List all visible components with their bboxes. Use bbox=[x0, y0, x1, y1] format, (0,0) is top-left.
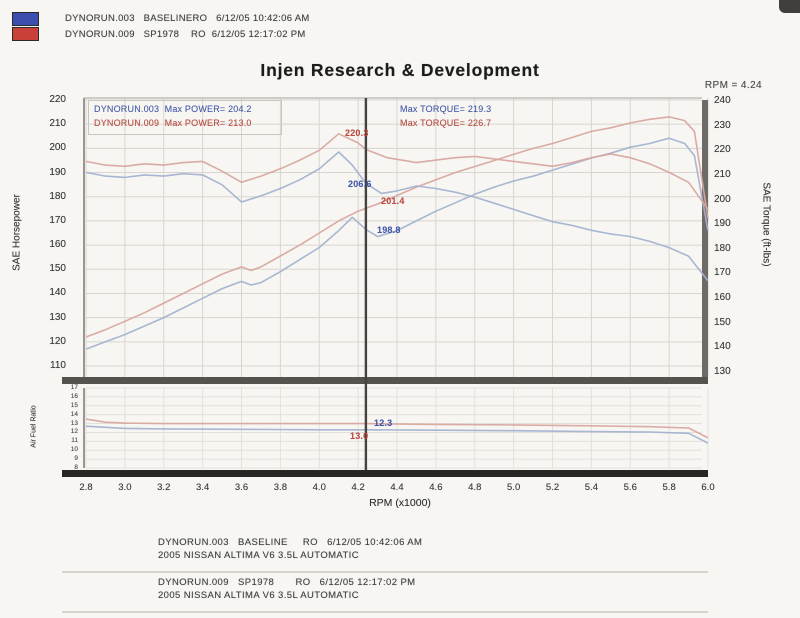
torque-axis-tick-label: 170 bbox=[714, 267, 731, 279]
footer-run2-line1: DYNORUN.009 SP1978 RO 6/12/05 12:17:02 P… bbox=[158, 577, 416, 588]
afr-axis-title: Air Fuel Ratio bbox=[30, 405, 38, 448]
rpm-axis-tick-label: 4.4 bbox=[390, 482, 404, 493]
rpm-axis-tick-label: 3.0 bbox=[118, 482, 132, 493]
cursor-value-label: 13.0 bbox=[350, 431, 369, 441]
footer-run1-line1: DYNORUN.003 BASELINE RO 6/12/05 10:42:06… bbox=[158, 537, 423, 548]
torque-axis-tick-label: 220 bbox=[714, 144, 731, 156]
torque-axis-title: SAE Torque (ft-lbs) bbox=[760, 182, 772, 267]
rpm-axis-tick-label: 4.2 bbox=[351, 482, 365, 493]
page-title: Injen Research & Development bbox=[260, 60, 540, 80]
cursor-value-label: 206.6 bbox=[348, 179, 372, 189]
afr-axis-tick-label: 17 bbox=[70, 384, 78, 391]
hp-axis-tick-label: 180 bbox=[49, 190, 66, 202]
rpm-axis-tick-label: 3.2 bbox=[157, 482, 171, 493]
afr-axis-tick-label: 12 bbox=[70, 428, 78, 436]
hp-axis-tick-label: 130 bbox=[49, 311, 66, 323]
torque-axis-tick-label: 150 bbox=[714, 316, 731, 328]
torque-axis-tick-label: 190 bbox=[714, 218, 731, 230]
torque-axis-tick-label: 130 bbox=[714, 366, 731, 377]
hp-axis-tick-label: 140 bbox=[49, 287, 66, 299]
rpm-axis-tick-label: 4.0 bbox=[312, 482, 326, 493]
footer-separator-1 bbox=[62, 571, 708, 573]
cursor-value-label: 12.3 bbox=[374, 418, 393, 428]
torque-axis-tick-label: 180 bbox=[714, 242, 731, 254]
rpm-axis-title: RPM (x1000) bbox=[369, 497, 431, 509]
footer-run2-line2: 2005 NISSAN ALTIMA V6 3.5L AUTOMATIC bbox=[158, 590, 359, 601]
torque-axis-tick-label: 200 bbox=[714, 193, 731, 205]
legend-run2-max-power: DYNORUN.009 Max POWER= 213.0 bbox=[94, 118, 252, 128]
afr-axis-tick-label: 13 bbox=[70, 419, 78, 427]
footer-separator-2 bbox=[62, 611, 708, 613]
legend-box bbox=[88, 100, 282, 135]
curve-dynorun-003-torque bbox=[85, 151, 709, 282]
torque-axis-tick-label: 230 bbox=[714, 119, 731, 131]
torque-axis-tick-label: 160 bbox=[714, 292, 731, 304]
cursor-rpm-readout: RPM = 4.24 bbox=[704, 80, 762, 91]
rpm-axis-tick-label: 5.0 bbox=[507, 482, 521, 493]
panel-separator-band bbox=[62, 377, 708, 384]
afr-axis-tick-label: 16 bbox=[70, 392, 78, 400]
cursor-value-label: 198.8 bbox=[377, 225, 401, 235]
rpm-axis-tick-label: 4.6 bbox=[429, 482, 443, 493]
torque-axis-tick-label: 240 bbox=[714, 95, 731, 106]
plot-bottom-band bbox=[62, 470, 708, 477]
torque-axis-tick-label: 210 bbox=[714, 168, 731, 180]
rpm-axis-tick-label: 5.2 bbox=[545, 482, 560, 493]
hp-axis-tick-label: 170 bbox=[49, 214, 66, 226]
afr-axis-tick-label: 14 bbox=[70, 410, 78, 418]
rpm-axis-tick-label: 5.8 bbox=[662, 482, 676, 493]
afr-axis-tick-label: 15 bbox=[70, 401, 78, 409]
run2-color-swatch bbox=[12, 27, 39, 41]
rpm-axis-tick-label: 5.6 bbox=[623, 482, 637, 493]
header-legend: DYNORUN.003 BASELINERO 6/12/05 10:42:06 … bbox=[0, 0, 420, 48]
legend-run1-max-power: DYNORUN.003 Max POWER= 204.2 bbox=[94, 104, 252, 114]
plot-frame-right-bar bbox=[702, 100, 708, 377]
rpm-axis-tick-label: 4.8 bbox=[468, 482, 482, 493]
hp-axis-tick-label: 190 bbox=[49, 166, 66, 178]
hp-axis-title: SAE Horsepower bbox=[11, 194, 23, 271]
legend-run1-max-torque: Max TORQUE= 219.3 bbox=[400, 104, 492, 114]
rpm-axis-tick-label: 3.6 bbox=[234, 482, 249, 493]
hp-axis-tick-label: 120 bbox=[49, 335, 66, 347]
rpm-axis-tick-label: 5.4 bbox=[584, 482, 598, 493]
hp-axis-tick-label: 110 bbox=[50, 360, 66, 371]
curve-dynorun-003-air-fuel-ratio bbox=[85, 425, 709, 444]
rpm-axis-tick-label: 3.8 bbox=[273, 482, 287, 493]
hp-axis-tick-label: 210 bbox=[49, 118, 66, 130]
cursor-line bbox=[364, 98, 368, 470]
hp-axis-tick-label: 220 bbox=[49, 94, 66, 105]
curve-dynorun-003-horsepower bbox=[85, 137, 709, 350]
cursor-value-label: 201.4 bbox=[381, 196, 405, 206]
legend-run2-max-torque: Max TORQUE= 226.7 bbox=[400, 118, 492, 128]
header-run1-text: DYNORUN.003 BASELINERO 6/12/05 10:42:06 … bbox=[65, 13, 310, 24]
afr-axis-tick-label: 9 bbox=[74, 455, 78, 463]
footer-run1-line2: 2005 NISSAN ALTIMA V6 3.5L AUTOMATIC bbox=[158, 550, 359, 561]
afr-axis-tick-label: 10 bbox=[70, 446, 78, 454]
run1-color-swatch bbox=[12, 12, 39, 26]
curve-dynorun-009-torque bbox=[85, 133, 709, 210]
scan-artifact bbox=[779, 0, 800, 13]
curve-dynorun-009-horsepower bbox=[85, 116, 709, 338]
afr-axis-tick-label: 8 bbox=[74, 464, 78, 471]
hp-axis-tick-label: 150 bbox=[49, 263, 66, 275]
hp-axis-tick-label: 160 bbox=[49, 239, 66, 251]
torque-axis-tick-label: 140 bbox=[714, 341, 731, 353]
rpm-axis-tick-label: 3.4 bbox=[196, 482, 210, 493]
afr-axis-tick-label: 11 bbox=[71, 437, 78, 445]
cursor-value-label: 220.3 bbox=[345, 128, 369, 138]
header-run2-text: DYNORUN.009 SP1978 RO 6/12/05 12:17:02 P… bbox=[65, 29, 306, 40]
rpm-axis-tick-label: 2.8 bbox=[79, 482, 93, 493]
rpm-axis-tick-label: 6.0 bbox=[701, 482, 715, 493]
hp-axis-tick-label: 200 bbox=[49, 142, 66, 154]
